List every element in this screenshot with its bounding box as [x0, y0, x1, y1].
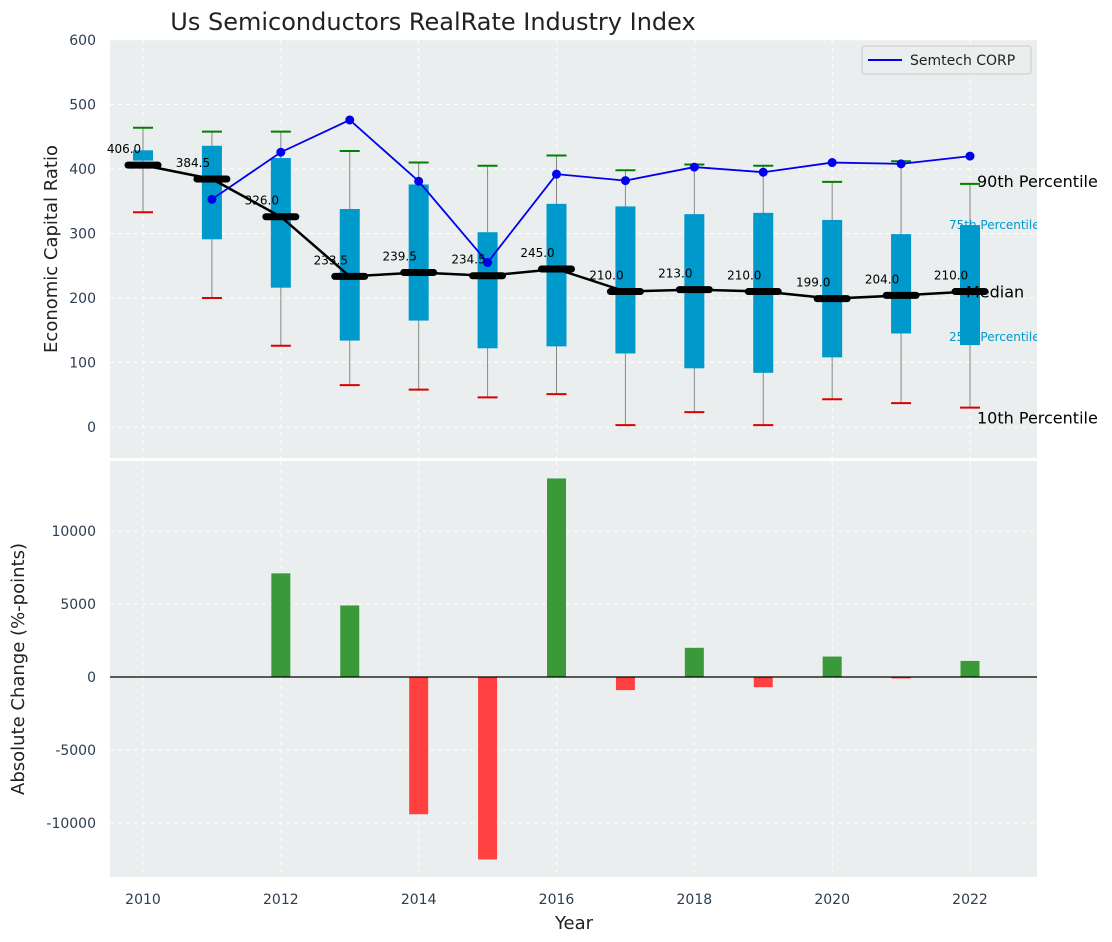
x-axis: 2010 2012 2014 2016 2018 2020 2022 — [125, 892, 988, 908]
iqr-box — [615, 206, 636, 354]
label-25th-percentile: 25th Percentile — [949, 330, 1040, 344]
median-value-label: 199.0 — [796, 276, 830, 290]
y-tick-label: 600 — [69, 33, 96, 49]
company-point — [758, 167, 768, 177]
company-point — [620, 176, 630, 186]
median-value-label: 239.5 — [382, 250, 416, 264]
iqr-box — [477, 232, 498, 349]
top-y-axis: 0 100 200 300 400 500 600 — [69, 33, 96, 436]
company-point — [896, 159, 906, 169]
company-point — [345, 115, 355, 125]
iqr-box — [270, 158, 291, 288]
x-tick-label: 2014 — [401, 892, 437, 908]
change-bar — [340, 605, 360, 677]
change-bar — [615, 677, 635, 691]
label-75th-percentile: 75th Percentile — [949, 218, 1040, 232]
median-value-label: 210.0 — [589, 269, 623, 283]
change-bar — [822, 656, 842, 677]
y-tick-label: 500 — [69, 98, 96, 114]
change-bar — [891, 677, 911, 679]
company-line — [211, 118, 971, 264]
top-plot-area — [110, 40, 1037, 458]
median-value-label: 210.0 — [727, 269, 761, 283]
label-90th-percentile: 90th Percentile — [977, 172, 1098, 191]
bottom-y-axis-label: Absolute Change (%-points) — [8, 543, 29, 795]
y-tick-label: 100 — [69, 356, 96, 372]
y-tick-label: 0 — [87, 670, 96, 686]
y-tick-label: 5000 — [60, 597, 96, 613]
bottom-y-axis: -10000 -5000 0 5000 10000 — [46, 524, 96, 832]
x-axis-label: Year — [554, 913, 594, 934]
y-tick-label: 300 — [69, 227, 96, 243]
median-value-label: 204.0 — [865, 272, 899, 286]
median-value-label: 245.0 — [520, 246, 554, 260]
change-bar — [960, 660, 980, 677]
company-point — [483, 258, 493, 268]
company-point — [827, 158, 837, 168]
x-tick-label: 2012 — [263, 892, 299, 908]
company-point — [414, 176, 424, 186]
change-bars — [271, 478, 980, 860]
median-value-label: 326.0 — [245, 194, 279, 208]
company-point — [276, 147, 286, 157]
y-tick-label: -10000 — [46, 816, 96, 832]
company-point — [552, 169, 561, 179]
x-tick-label: 2022 — [952, 892, 988, 908]
y-tick-label: 0 — [87, 420, 96, 436]
company-point — [689, 162, 699, 172]
x-tick-label: 2020 — [814, 892, 850, 908]
change-bar — [409, 677, 429, 815]
x-tick-label: 2018 — [677, 892, 713, 908]
label-10th-percentile: 10th Percentile — [977, 409, 1098, 428]
change-bar — [753, 677, 773, 688]
legend: Semtech CORP — [861, 45, 1032, 75]
iqr-box — [546, 203, 567, 347]
y-tick-label: 10000 — [51, 524, 96, 540]
median-series: 406.0 384.5 326.0 233.5 239.5 234.5 245.0 210.0… — [107, 142, 989, 303]
median-value-label: 210.0 — [934, 269, 968, 283]
percentile-labels: 90th Percentile 75th Percentile Median 25th… — [949, 172, 1098, 428]
change-bar — [478, 677, 498, 860]
y-tick-label: -5000 — [55, 743, 96, 759]
company-series — [207, 115, 975, 268]
median-value-label: 384.5 — [176, 156, 210, 170]
change-bar — [271, 573, 291, 677]
chart-title: Us Semiconductors RealRate Industry Inde… — [170, 8, 695, 36]
label-median: Median — [966, 283, 1024, 302]
iqr-box — [201, 145, 222, 240]
iqr-box — [133, 150, 153, 161]
legend-company-label: Semtech CORP — [910, 53, 1015, 69]
median-value-label: 213.0 — [658, 267, 692, 281]
iqr-box — [408, 184, 429, 321]
top-y-axis-label: Economic Capital Ratio — [41, 145, 62, 353]
change-bar — [684, 647, 704, 677]
company-point — [965, 151, 975, 161]
bottom-plot-area — [110, 461, 1037, 877]
median-value-label: 233.5 — [314, 253, 348, 267]
iqr-box — [891, 234, 912, 334]
change-bar — [547, 478, 566, 677]
iqr-box — [822, 219, 843, 358]
x-tick-label: 2010 — [125, 892, 161, 908]
median-value-label: 234.5 — [451, 253, 485, 267]
y-tick-label: 400 — [69, 162, 96, 178]
iqr-box — [960, 225, 980, 346]
x-tick-label: 2016 — [539, 892, 575, 908]
median-value-label: 406.0 — [107, 142, 141, 156]
company-point — [207, 194, 217, 204]
y-tick-label: 200 — [69, 291, 96, 307]
